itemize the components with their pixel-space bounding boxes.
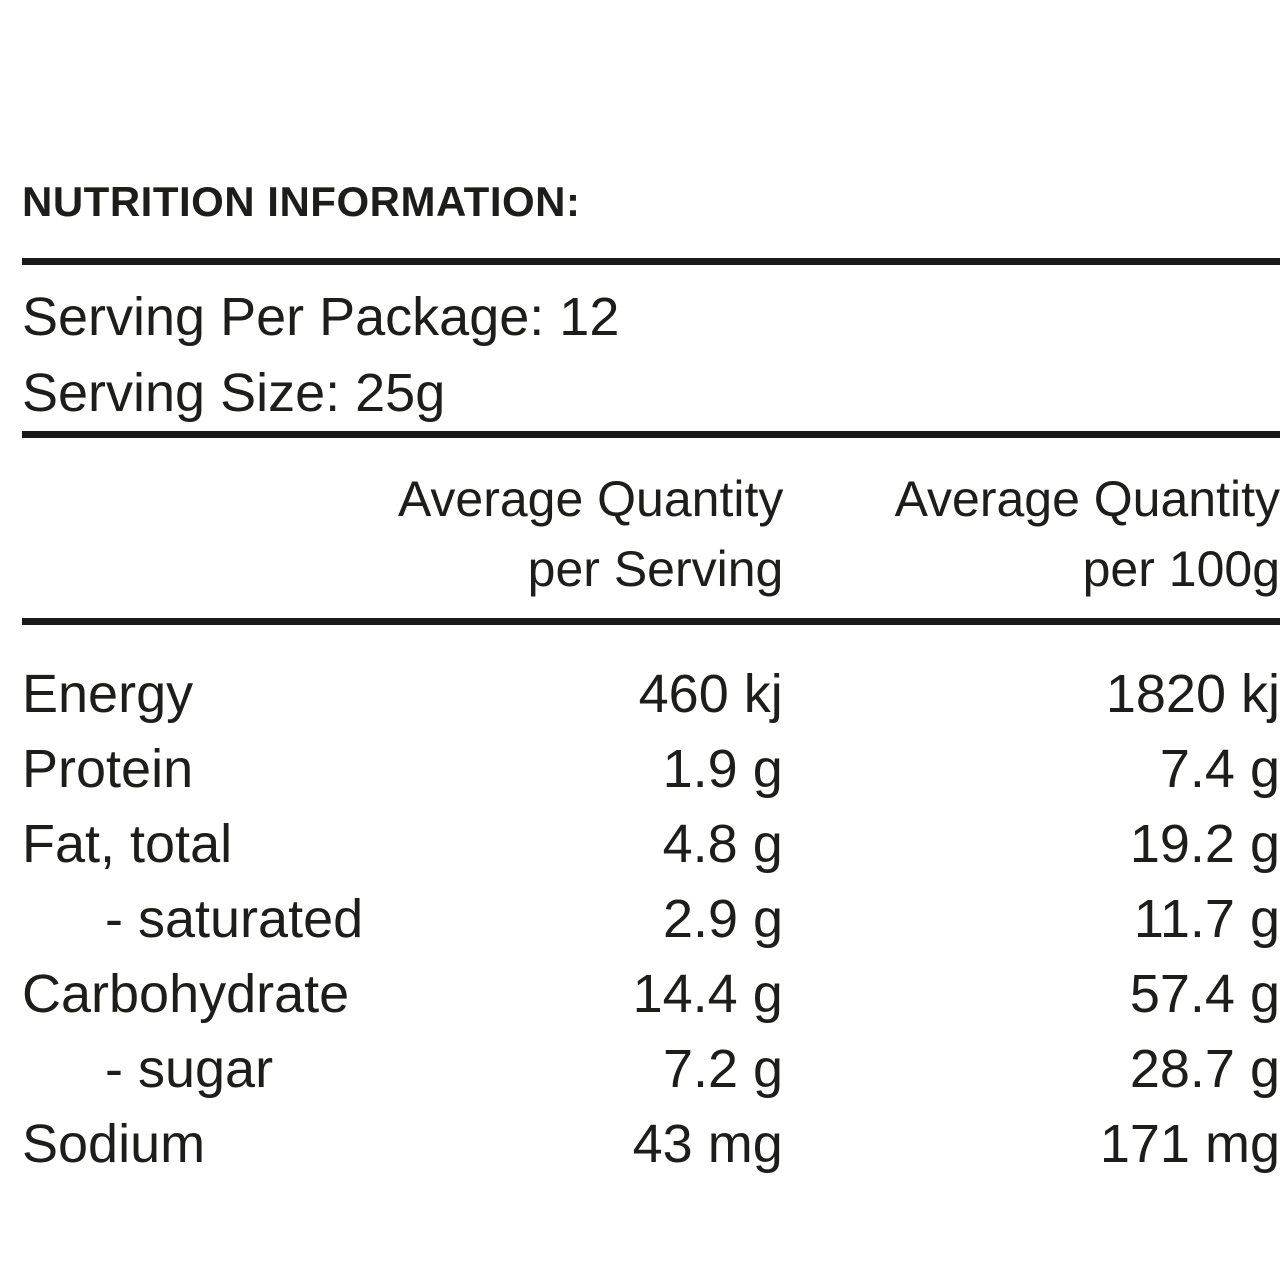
divider-below-title [22, 258, 1280, 265]
row-value-per-serving: 4.8 g [662, 814, 783, 874]
row-value-per-100g: 11.7 g [1133, 889, 1280, 949]
row-value-per-serving: 14.4 g [632, 964, 783, 1024]
divider-below-serving-info [22, 431, 1280, 438]
column-header-per-serving-line2: per Serving [527, 541, 784, 597]
row-label: - saturated [105, 889, 364, 949]
row-value-per-serving: 2.9 g [662, 889, 784, 949]
row-value-per-100g: 57.4 g [1129, 964, 1280, 1024]
column-header-per-100g: Average Quantity per 100g [783, 464, 1280, 604]
label-content: NUTRITION INFORMATION: Serving Per Packa… [22, 178, 1280, 1182]
row-value-per-100g: 19.2 g [1129, 814, 1280, 874]
row-label: Protein [22, 739, 194, 799]
row-value-per-100g: 7.4 g [1159, 739, 1280, 799]
row-label: Energy [22, 664, 194, 724]
row-label: - sugar [105, 1039, 274, 1099]
row-label: Carbohydrate [22, 964, 350, 1024]
row-value-per-serving: 460 kj [638, 664, 783, 724]
table-row-saturated-fat: - saturated 2.9 g 11.7 g [22, 882, 1280, 957]
row-label: Sodium [22, 1114, 206, 1174]
row-value-per-100g: 1820 kj [1105, 664, 1280, 724]
page-title: NUTRITION INFORMATION: [22, 178, 581, 225]
column-header-per-serving: Average Quantity per Serving [398, 464, 783, 604]
table-row-sodium: Sodium 43 mg 171 mg [22, 1107, 1280, 1182]
row-label: Fat, total [22, 814, 233, 874]
row-value-per-100g: 28.7 g [1129, 1039, 1280, 1099]
serving-size-text: Serving Size: 25g [22, 363, 446, 423]
table-row-carbohydrate: Carbohydrate 14.4 g 57.4 g [22, 957, 1280, 1032]
table-column-headers: Average Quantity per Serving Average Qua… [22, 464, 1280, 604]
row-value-per-serving: 7.2 g [662, 1039, 784, 1099]
serving-per-package-text: Serving Per Package: 12 [22, 287, 620, 347]
row-value-per-100g: 171 mg [1099, 1114, 1280, 1174]
table-row-protein: Protein 1.9 g 7.4 g [22, 732, 1280, 807]
row-value-per-serving: 43 mg [632, 1114, 783, 1174]
serving-info: Serving Per Package: 12 Serving Size: 25… [22, 279, 1280, 431]
column-header-per-100g-line1: Average Quantity [894, 471, 1280, 527]
nutrition-table: Energy 460 kj 1820 kj Protein 1.9 g 7.4 … [22, 657, 1280, 1182]
divider-below-headers [22, 618, 1280, 625]
column-header-per-serving-line1: Average Quantity [397, 471, 784, 527]
column-header-per-100g-line2: per 100g [1082, 541, 1280, 597]
row-value-per-serving: 1.9 g [662, 739, 783, 799]
table-row-energy: Energy 460 kj 1820 kj [22, 657, 1280, 732]
table-row-fat-total: Fat, total 4.8 g 19.2 g [22, 807, 1280, 882]
table-row-sugar: - sugar 7.2 g 28.7 g [22, 1032, 1280, 1107]
